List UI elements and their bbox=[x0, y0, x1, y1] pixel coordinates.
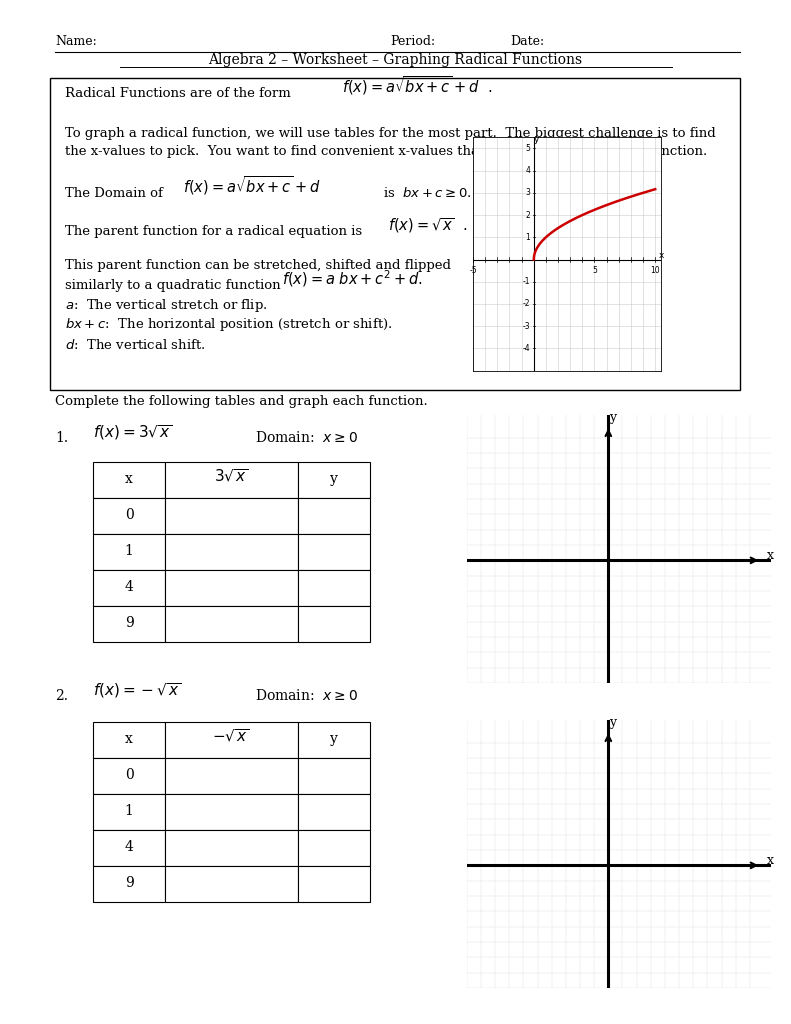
Bar bbox=[165, 462, 298, 498]
Text: x: x bbox=[125, 732, 133, 746]
Text: -1: -1 bbox=[523, 278, 530, 287]
Text: 4: 4 bbox=[124, 840, 134, 854]
Text: y: y bbox=[533, 135, 539, 143]
Bar bbox=[165, 794, 298, 830]
Bar bbox=[165, 722, 298, 758]
Text: the x-values to pick.  You want to find convenient x-values that lie in the doma: the x-values to pick. You want to find c… bbox=[65, 145, 707, 158]
Text: $bx+c$:  The horizontal position (stretch or shift).: $bx+c$: The horizontal position (stretch… bbox=[65, 316, 392, 333]
Bar bbox=[93, 606, 165, 642]
Text: y: y bbox=[609, 411, 616, 424]
Text: 1: 1 bbox=[124, 804, 134, 818]
Text: 0: 0 bbox=[125, 508, 134, 522]
Text: This parent function can be stretched, shifted and flipped: This parent function can be stretched, s… bbox=[65, 259, 451, 272]
Bar bbox=[298, 462, 370, 498]
Bar bbox=[50, 78, 740, 390]
Bar bbox=[93, 570, 165, 606]
Text: $f(x) = a\ bx+c^{2} + d$.: $f(x) = a\ bx+c^{2} + d$. bbox=[282, 268, 423, 289]
Bar bbox=[298, 758, 370, 794]
Text: Domain:  $x \geq 0$: Domain: $x \geq 0$ bbox=[255, 430, 358, 445]
Text: x: x bbox=[659, 251, 664, 259]
Text: 10: 10 bbox=[650, 266, 660, 274]
Text: x: x bbox=[767, 549, 774, 562]
Bar bbox=[165, 570, 298, 606]
Bar bbox=[93, 866, 165, 902]
Bar bbox=[165, 866, 298, 902]
Text: y: y bbox=[609, 716, 616, 729]
Text: -4: -4 bbox=[523, 344, 530, 353]
Bar bbox=[93, 830, 165, 866]
Text: 3: 3 bbox=[525, 188, 530, 198]
Text: To graph a radical function, we will use tables for the most part.  The biggest : To graph a radical function, we will use… bbox=[65, 127, 716, 140]
Text: The parent function for a radical equation is: The parent function for a radical equati… bbox=[65, 225, 362, 238]
Text: $3\sqrt{x}$: $3\sqrt{x}$ bbox=[214, 467, 248, 484]
Bar bbox=[298, 830, 370, 866]
Text: is  $bx+c \geq 0$.: is $bx+c \geq 0$. bbox=[383, 186, 472, 200]
Text: 0: 0 bbox=[125, 768, 134, 782]
Text: $f(x) = a\sqrt{bx+c} + d$  .: $f(x) = a\sqrt{bx+c} + d$ . bbox=[342, 74, 492, 97]
Text: similarly to a quadratic function: similarly to a quadratic function bbox=[65, 279, 281, 292]
Text: 2: 2 bbox=[525, 211, 530, 219]
Text: Name:: Name: bbox=[55, 35, 97, 48]
Text: y: y bbox=[330, 472, 338, 486]
Bar bbox=[93, 722, 165, 758]
Bar bbox=[298, 570, 370, 606]
Text: 5: 5 bbox=[525, 143, 530, 153]
Text: Algebra 2 – Worksheet – Graphing Radical Functions: Algebra 2 – Worksheet – Graphing Radical… bbox=[209, 53, 582, 67]
Text: 4: 4 bbox=[525, 166, 530, 175]
Text: -5: -5 bbox=[469, 266, 477, 274]
Text: $a$:  The vertical stretch or flip.: $a$: The vertical stretch or flip. bbox=[65, 297, 267, 314]
Text: $-\sqrt{x}$: $-\sqrt{x}$ bbox=[212, 727, 250, 744]
Bar bbox=[165, 498, 298, 534]
Text: x: x bbox=[767, 854, 774, 867]
Text: 1: 1 bbox=[124, 544, 134, 558]
Bar bbox=[93, 498, 165, 534]
Text: -3: -3 bbox=[523, 322, 530, 331]
Bar bbox=[93, 534, 165, 570]
Text: Domain:  $x \geq 0$: Domain: $x \geq 0$ bbox=[255, 688, 358, 703]
Bar bbox=[165, 830, 298, 866]
Text: The Domain of: The Domain of bbox=[65, 187, 163, 200]
Text: Date:: Date: bbox=[510, 35, 544, 48]
Bar bbox=[93, 794, 165, 830]
Text: $f(x) = -\sqrt{x}$: $f(x) = -\sqrt{x}$ bbox=[93, 681, 181, 700]
Text: $f(x) = a\sqrt{bx+c} + d$: $f(x) = a\sqrt{bx+c} + d$ bbox=[183, 174, 321, 197]
Bar bbox=[165, 534, 298, 570]
Text: $f(x) = 3\sqrt{x}$: $f(x) = 3\sqrt{x}$ bbox=[93, 423, 172, 442]
Text: y: y bbox=[330, 732, 338, 746]
Text: 5: 5 bbox=[592, 266, 597, 274]
Text: $f(x) = \sqrt{x}$  .: $f(x) = \sqrt{x}$ . bbox=[388, 216, 467, 234]
Text: x: x bbox=[125, 472, 133, 486]
Bar bbox=[165, 758, 298, 794]
Text: 9: 9 bbox=[125, 616, 134, 630]
Text: 4: 4 bbox=[124, 580, 134, 594]
Bar bbox=[93, 462, 165, 498]
Text: -2: -2 bbox=[523, 299, 530, 308]
Bar bbox=[298, 722, 370, 758]
Bar bbox=[298, 534, 370, 570]
Text: Complete the following tables and graph each function.: Complete the following tables and graph … bbox=[55, 395, 428, 408]
Bar bbox=[298, 498, 370, 534]
Text: 9: 9 bbox=[125, 876, 134, 890]
Text: $d$:  The vertical shift.: $d$: The vertical shift. bbox=[65, 338, 206, 352]
Text: Period:: Period: bbox=[390, 35, 435, 48]
Bar bbox=[298, 866, 370, 902]
Text: 1.: 1. bbox=[55, 431, 68, 445]
Bar bbox=[93, 758, 165, 794]
Text: Radical Functions are of the form: Radical Functions are of the form bbox=[65, 87, 291, 100]
Text: 2.: 2. bbox=[55, 689, 68, 703]
Bar bbox=[298, 794, 370, 830]
Text: 1: 1 bbox=[525, 232, 530, 242]
Bar bbox=[298, 606, 370, 642]
Bar bbox=[165, 606, 298, 642]
